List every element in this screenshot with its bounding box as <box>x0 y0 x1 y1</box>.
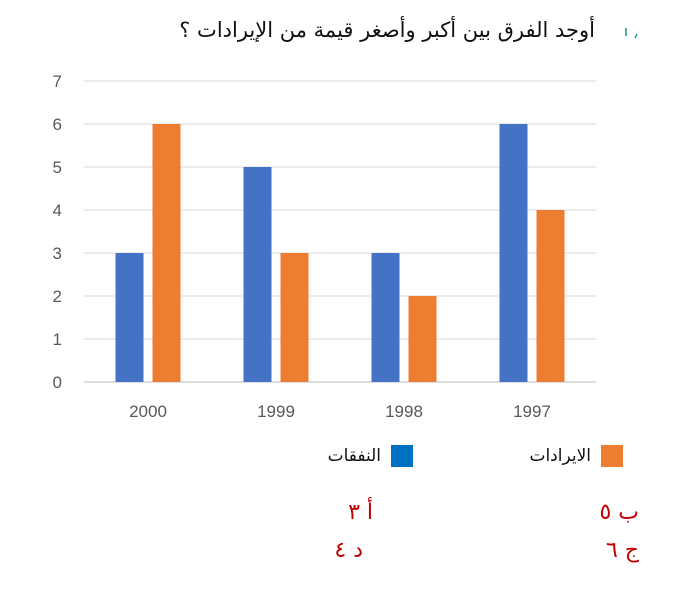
legend-expenses: النفقات <box>328 445 413 467</box>
bar-chart: 0 1 2 3 4 5 6 7 2000 1999 1998 1997 <box>53 72 596 421</box>
bar-1999-series-0 <box>243 167 272 382</box>
choice-b[interactable]: ب ٥ <box>599 500 639 525</box>
x-tick-label: 1999 <box>257 402 295 421</box>
corner-mark-icon <box>625 28 638 39</box>
legend-expenses-label: النفقات <box>327 446 381 466</box>
legend-income-label: الايرادات <box>529 446 591 466</box>
x-tick-label: 2000 <box>129 402 167 421</box>
bar-2000-series-0 <box>115 253 144 382</box>
legend-expenses-swatch <box>391 445 413 467</box>
y-tick-label: 2 <box>53 287 62 306</box>
choice-a[interactable]: أ ٣ <box>348 500 373 525</box>
x-tick-label: 1997 <box>513 402 551 421</box>
y-tick-label: 1 <box>53 330 62 349</box>
bar-2000-series-1 <box>152 124 181 382</box>
legend-income-swatch <box>601 445 623 467</box>
y-tick-label: 7 <box>53 72 62 91</box>
choice-d[interactable]: د ٤ <box>334 538 363 563</box>
y-tick-label: 4 <box>53 201 62 220</box>
bar-1997-series-1 <box>536 210 565 382</box>
x-tick-label: 1998 <box>385 402 423 421</box>
y-tick-label: 0 <box>53 373 62 392</box>
bar-1997-series-0 <box>499 124 528 382</box>
y-tick-label: 6 <box>53 115 62 134</box>
bar-1998-series-1 <box>408 296 437 382</box>
y-tick-label: 5 <box>53 158 62 177</box>
question-text: أوجد الفرق بين أكبر وأصغر قيمة من الإيرا… <box>179 18 595 42</box>
y-tick-label: 3 <box>53 244 62 263</box>
bar-1999-series-1 <box>280 253 309 382</box>
choice-c[interactable]: ج ٦ <box>605 538 639 563</box>
bar-1998-series-0 <box>371 253 400 382</box>
legend-income: الايرادات <box>529 445 623 467</box>
